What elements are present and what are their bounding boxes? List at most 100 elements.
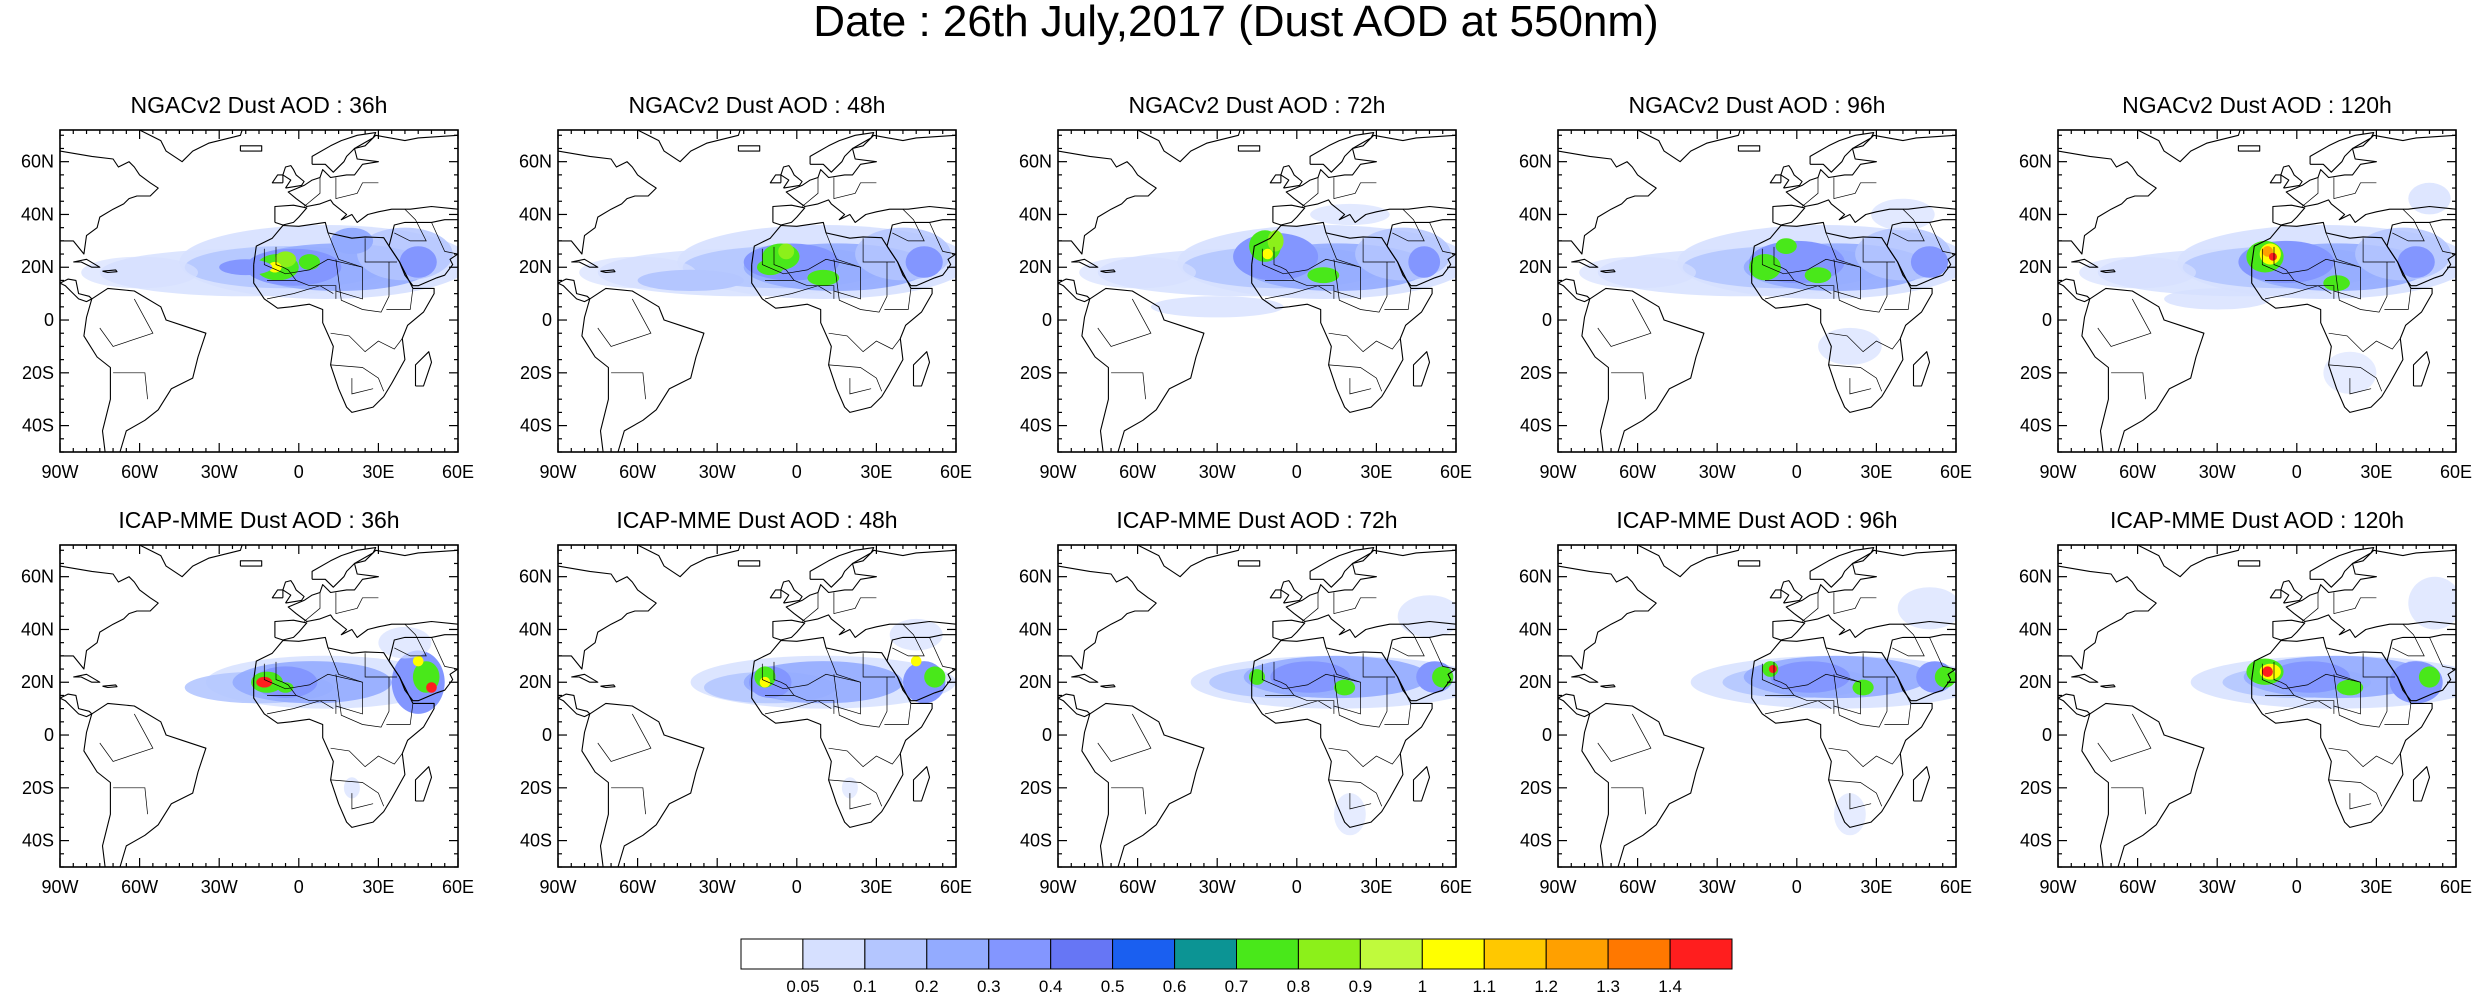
country-border [2325,232,2361,300]
dust-aod-shading [778,243,795,260]
country-border [2111,372,2146,400]
lon-tick-label: 60E [940,462,972,482]
country-border [1362,653,1395,678]
lat-tick-label: 40N [519,619,552,639]
country-border [1892,623,1925,657]
coastline [912,766,931,802]
coastline [737,145,761,152]
colorbar-label: 0.7 [1225,977,1249,995]
lat-tick-label: 20S [22,778,54,798]
country-border [1833,259,1888,313]
country-border [330,332,403,353]
lon-tick-label: 60W [121,462,158,482]
country-border [1761,248,1861,275]
lon-tick-label: 30W [1699,462,1736,482]
coastline [1058,278,1091,303]
colorbar-swatch [802,938,866,970]
coastline [558,565,657,670]
coastline [60,150,159,255]
coastline [414,351,433,387]
coastline [1581,287,1705,452]
coastline [785,549,956,638]
dust-aod-shading [757,259,784,276]
lat-tick-label: 20S [1520,363,1552,383]
lat-tick-label: 60N [519,567,552,587]
country-border [2333,259,2388,313]
lat-tick-label: 60N [1019,152,1052,172]
dust-aod-shading [1852,679,1874,696]
colorbar-swatch [740,938,804,970]
colorbar-swatch [988,938,1052,970]
country-border [1328,747,1401,768]
lon-tick-label: 0 [1792,877,1802,897]
country-border [929,637,956,670]
country-border [828,779,883,807]
colorbar-label: 0.5 [1101,977,1125,995]
dust-aod-shading [910,655,922,667]
country-border [330,747,403,768]
country-border [929,222,956,255]
lat-tick-label: 20S [1020,778,1052,798]
lon-tick-label: 60W [619,462,656,482]
lat-tick-label: 0 [1042,310,1052,330]
dust-aod-shading [256,676,273,688]
coastline [886,219,956,287]
country-border [597,298,652,347]
panel-title: NGACv2 Dust AOD : 48h [628,92,886,118]
lon-tick-label: 90W [539,877,576,897]
coastline [581,702,705,867]
lat-tick-label: 40S [1020,416,1052,436]
map-panel: 90W 60W 30W 0 30E 60E 60N 40N 20N 0 20S 40S [519,129,972,482]
coastline [2309,132,2375,173]
lat-tick-label: 60N [2019,152,2052,172]
colorbar-swatch [1236,938,1299,970]
lon-tick-label: 90W [2039,877,2076,897]
coastline [1386,219,1456,287]
country-border [1392,208,1425,242]
lat-tick-label: 40S [1520,831,1552,851]
country-border [1264,700,1332,715]
country-border [1761,663,1861,690]
country-border [2265,280,2335,299]
country-border [335,592,379,615]
country-border [364,238,397,263]
country-border [1764,700,1832,715]
country-border [825,232,861,300]
lat-tick-label: 40N [21,204,54,224]
lat-tick-label: 0 [2042,310,2052,330]
map-panel: 90W 60W 30W 0 30E 60E 60N 40N 20N 0 20S 40S [1019,129,1472,482]
lon-tick-label: 60E [442,462,474,482]
country-border [2264,700,2332,715]
lat-tick-label: 40S [1020,831,1052,851]
coastline [558,693,591,718]
coastline [60,693,93,718]
lat-tick-label: 40N [2019,619,2052,639]
dust-aod-shading [1749,254,1781,281]
coastline [2386,634,2456,702]
coastline [1269,174,1282,184]
colorbar-swatch [1483,938,1547,970]
colorbar-label: 0.1 [853,977,877,995]
lon-tick-label: 60W [1119,877,1156,897]
country-border [1261,248,1361,275]
coastline [2058,565,2157,670]
dust-aod-shading [2408,182,2451,215]
country-border [1828,747,1901,768]
coastline [2237,560,2261,567]
lon-tick-label: 90W [1539,462,1576,482]
country-border [1862,238,1895,263]
country-border [1333,177,1377,200]
dust-aod-shading [2397,246,2435,278]
lat-tick-label: 40S [520,831,552,851]
lon-tick-label: 30E [1860,462,1892,482]
panel-title: ICAP-MME Dust AOD : 72h [1116,507,1398,533]
lat-tick-label: 40S [2020,416,2052,436]
coastline [1886,634,1956,702]
country-border [99,713,154,762]
coastline [1081,702,1205,867]
coastline [1081,287,1205,452]
coastline [2100,684,2116,689]
country-border [849,378,872,395]
country-border [1862,653,1895,678]
coastline [1558,693,1591,718]
